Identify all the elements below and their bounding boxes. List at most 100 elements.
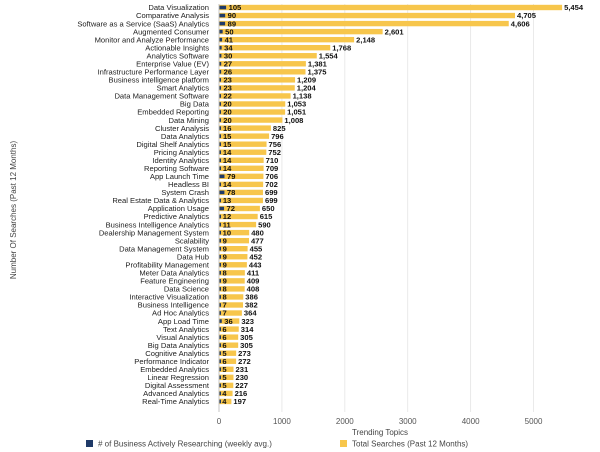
bar-total-searches <box>219 12 515 19</box>
bar-total-searches <box>219 237 250 244</box>
data-label-business-researching: 10 <box>223 228 231 237</box>
data-label-total-searches: 4,705 <box>517 11 537 20</box>
bar-total-searches <box>219 358 237 364</box>
bar-total-searches <box>219 374 234 381</box>
category-label: App Load Time <box>158 317 209 326</box>
bar-total-searches <box>219 221 257 228</box>
data-label-total-searches: 706 <box>265 172 278 181</box>
bar-business-researching <box>219 335 221 339</box>
data-label-business-researching: 23 <box>223 76 231 85</box>
bar-business-researching <box>219 303 221 307</box>
bar-total-searches <box>219 270 245 276</box>
data-label-business-researching: 11 <box>223 220 232 229</box>
bar-total-searches <box>219 278 245 284</box>
data-label-business-researching: 6 <box>222 341 226 350</box>
x-tick-label: 1000 <box>273 417 291 426</box>
bar-business-researching <box>219 246 221 251</box>
data-label-business-researching: 5 <box>222 349 227 358</box>
category-label: Performance Indicator <box>134 357 209 366</box>
category-label: Reporting Software <box>144 164 209 173</box>
category-label: Augmented Consumer <box>133 27 209 36</box>
data-label-total-searches: 4,606 <box>511 19 530 28</box>
bar-business-researching <box>219 375 221 380</box>
bar-business-researching <box>219 166 221 171</box>
category-label: Identity Analytics <box>152 156 209 165</box>
data-label-total-searches: 455 <box>250 244 263 253</box>
bar-business-researching <box>219 13 226 18</box>
bar-business-researching <box>219 174 225 179</box>
bar-business-researching <box>219 53 222 58</box>
data-label-business-researching: 22 <box>223 92 231 101</box>
bar-business-researching <box>219 150 221 155</box>
data-label-business-researching: 9 <box>223 277 227 286</box>
data-label-business-researching: 50 <box>225 27 233 36</box>
data-label-total-searches: 699 <box>265 196 278 205</box>
bar-business-researching <box>219 198 221 203</box>
bar-total-searches <box>219 133 270 139</box>
bar-business-researching <box>219 190 225 195</box>
data-label-business-researching: 4 <box>222 389 227 398</box>
category-label: Software as a Service (SaaS) Analytics <box>77 19 209 28</box>
data-label-business-researching: 26 <box>224 68 232 77</box>
data-label-business-researching: 9 <box>223 260 227 269</box>
data-label-business-researching: 72 <box>227 204 235 213</box>
bar-total-searches <box>219 173 264 180</box>
data-label-business-researching: 23 <box>223 84 231 93</box>
category-label: Big Data <box>180 100 210 109</box>
bar-total-searches <box>219 318 240 324</box>
bar-business-researching <box>219 319 222 323</box>
data-label-business-researching: 8 <box>223 269 227 278</box>
data-label-business-researching: 20 <box>223 108 231 117</box>
category-label: Cognitive Analytics <box>145 349 209 358</box>
data-label-business-researching: 34 <box>224 43 233 52</box>
data-label-business-researching: 14 <box>223 164 232 173</box>
bar-business-researching <box>219 61 222 66</box>
bar-total-searches <box>219 286 245 292</box>
data-label-business-researching: 7 <box>222 301 226 310</box>
data-label-total-searches: 197 <box>233 397 246 406</box>
data-label-business-researching: 89 <box>228 19 236 28</box>
category-label: Interactive Visualization <box>129 293 209 302</box>
bar-total-searches <box>219 157 264 163</box>
category-label: Advanced Analytics <box>143 389 209 398</box>
bar-business-researching <box>219 383 221 388</box>
data-label-total-searches: 710 <box>266 156 279 165</box>
bar-total-searches <box>219 4 563 11</box>
data-label-total-searches: 1,053 <box>287 100 306 109</box>
category-label: Text Analytics <box>163 325 209 334</box>
data-label-total-searches: 411 <box>247 269 260 278</box>
bar-business-researching <box>219 359 221 364</box>
category-label: Monitor and Analyze Performance <box>95 35 209 44</box>
data-label-total-searches: 480 <box>251 228 264 237</box>
category-label: Profitability Management <box>125 260 209 269</box>
data-label-business-researching: 8 <box>223 285 227 294</box>
data-label-total-searches: 452 <box>249 252 262 261</box>
category-label: Data Mining <box>168 116 209 125</box>
bars <box>219 4 563 405</box>
x-axis: 0 1000 2000 3000 4000 5000 <box>217 4 543 426</box>
category-label: Comparative Analysis <box>136 11 209 20</box>
bar-business-researching <box>219 206 225 211</box>
y-axis-title: Number Of Searches (Past 12 Months) <box>9 141 18 280</box>
data-label-business-researching: 6 <box>222 333 226 342</box>
bar-total-searches <box>219 141 267 147</box>
data-label-business-researching: 5 <box>222 373 227 382</box>
category-label: Data Science <box>164 285 209 294</box>
category-label: Application Usage <box>148 204 209 213</box>
data-label-business-researching: 12 <box>223 212 231 221</box>
category-label: Visual Analytics <box>156 333 209 342</box>
bar-total-searches <box>219 246 248 252</box>
bar-business-researching <box>219 391 221 396</box>
category-label: Data Analytics <box>161 132 209 141</box>
bar-business-researching <box>219 238 221 243</box>
bar-business-researching <box>219 287 221 291</box>
data-label-business-researching: 20 <box>223 116 231 125</box>
data-label-total-searches: 1,008 <box>284 116 303 125</box>
data-label-business-researching: 36 <box>224 317 232 326</box>
x-axis-title: Trending Topics <box>352 428 408 437</box>
data-label-total-searches: 2,601 <box>385 27 405 36</box>
data-label-total-searches: 1,381 <box>308 59 328 68</box>
data-label-total-searches: 702 <box>265 180 278 189</box>
category-label: Embedded Reporting <box>137 108 209 117</box>
bar-total-searches <box>219 36 355 43</box>
